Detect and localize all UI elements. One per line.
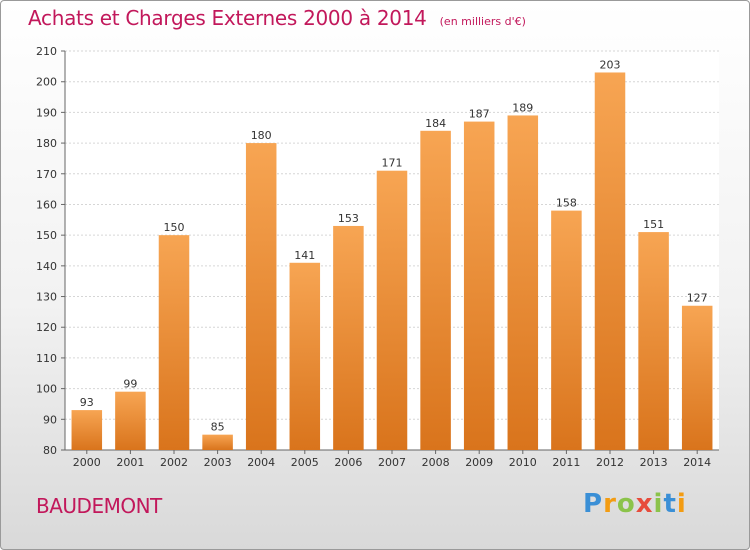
bar-value-label: 189 [512,101,533,114]
bar-value-label: 93 [80,396,94,409]
bar-value-label: 203 [600,58,621,71]
x-tick-label: 2012 [596,456,624,469]
x-tick-label: 2005 [291,456,319,469]
y-tick-label: 120 [36,321,57,334]
logo-letter: P [583,489,604,519]
bar-value-label: 127 [687,292,708,305]
bar [245,143,277,451]
bar [594,72,626,450]
bar [202,434,233,450]
y-tick-label: 110 [36,352,57,365]
bar [551,210,582,450]
bar-value-label: 180 [251,129,272,142]
y-tick-label: 150 [36,229,57,242]
bar [463,121,495,450]
x-tick-label: 2002 [160,456,188,469]
title-block: Achats et Charges Externes 2000 à 2014 (… [28,6,526,30]
x-tick-label: 2013 [640,456,668,469]
logo-letter: x [635,489,654,519]
y-tick-label: 200 [36,76,57,89]
y-tick-label: 90 [43,413,57,426]
commune-name: BAUDEMONT [36,494,162,518]
bar [376,170,408,450]
logo-letter: t [663,489,677,519]
chart-subtitle: (en milliers d'€) [439,15,526,28]
x-tick-label: 2006 [334,456,362,469]
bar-value-label: 85 [211,421,225,434]
logo-letter: i [676,489,687,519]
y-tick-label: 80 [43,444,57,457]
bar [507,115,539,450]
x-tick-label: 2010 [509,456,537,469]
bar-value-label: 150 [164,221,185,234]
y-tick-label: 170 [36,168,57,181]
y-tick-label: 100 [36,383,57,396]
bar [115,391,146,450]
y-tick-label: 180 [36,137,57,150]
bar [420,130,451,451]
x-tick-label: 2014 [683,456,711,469]
y-tick-label: 160 [36,198,57,211]
bar-value-label: 99 [123,378,137,391]
bar-value-label: 141 [294,249,315,262]
logo-letter: r [603,489,617,519]
y-tick-label: 140 [36,260,57,273]
chart-title: Achats et Charges Externes 2000 à 2014 [28,6,427,30]
y-tick-label: 190 [36,106,57,119]
bar [638,232,669,450]
x-tick-label: 2007 [378,456,406,469]
bar [158,235,190,450]
bar-value-label: 171 [382,157,403,170]
proxiti-logo[interactable]: Proxiti [583,489,687,519]
x-tick-label: 2011 [552,456,580,469]
bar [289,262,321,450]
labels: 80 90 100 110 120 130 140 150 160 170 180 190 200 210… [36,45,711,469]
x-tick-label: 2009 [465,456,493,469]
bar [333,225,364,450]
logo-letter: o [616,489,636,519]
bar-value-label: 187 [469,108,490,121]
bar-value-label: 158 [556,197,577,210]
bar [71,410,103,450]
x-tick-label: 2003 [204,456,232,469]
y-tick-label: 130 [36,291,57,304]
x-tick-label: 2001 [116,456,144,469]
bar-value-label: 151 [643,218,664,231]
y-tick-label: 210 [36,45,57,58]
x-tick-label: 2008 [422,456,450,469]
bar-value-label: 153 [338,212,359,225]
x-tick-label: 2004 [247,456,275,469]
bar-value-label: 184 [425,117,446,130]
bar [681,305,713,450]
logo-letter: i [653,489,664,519]
x-tick-label: 2000 [73,456,101,469]
bars [71,72,713,451]
